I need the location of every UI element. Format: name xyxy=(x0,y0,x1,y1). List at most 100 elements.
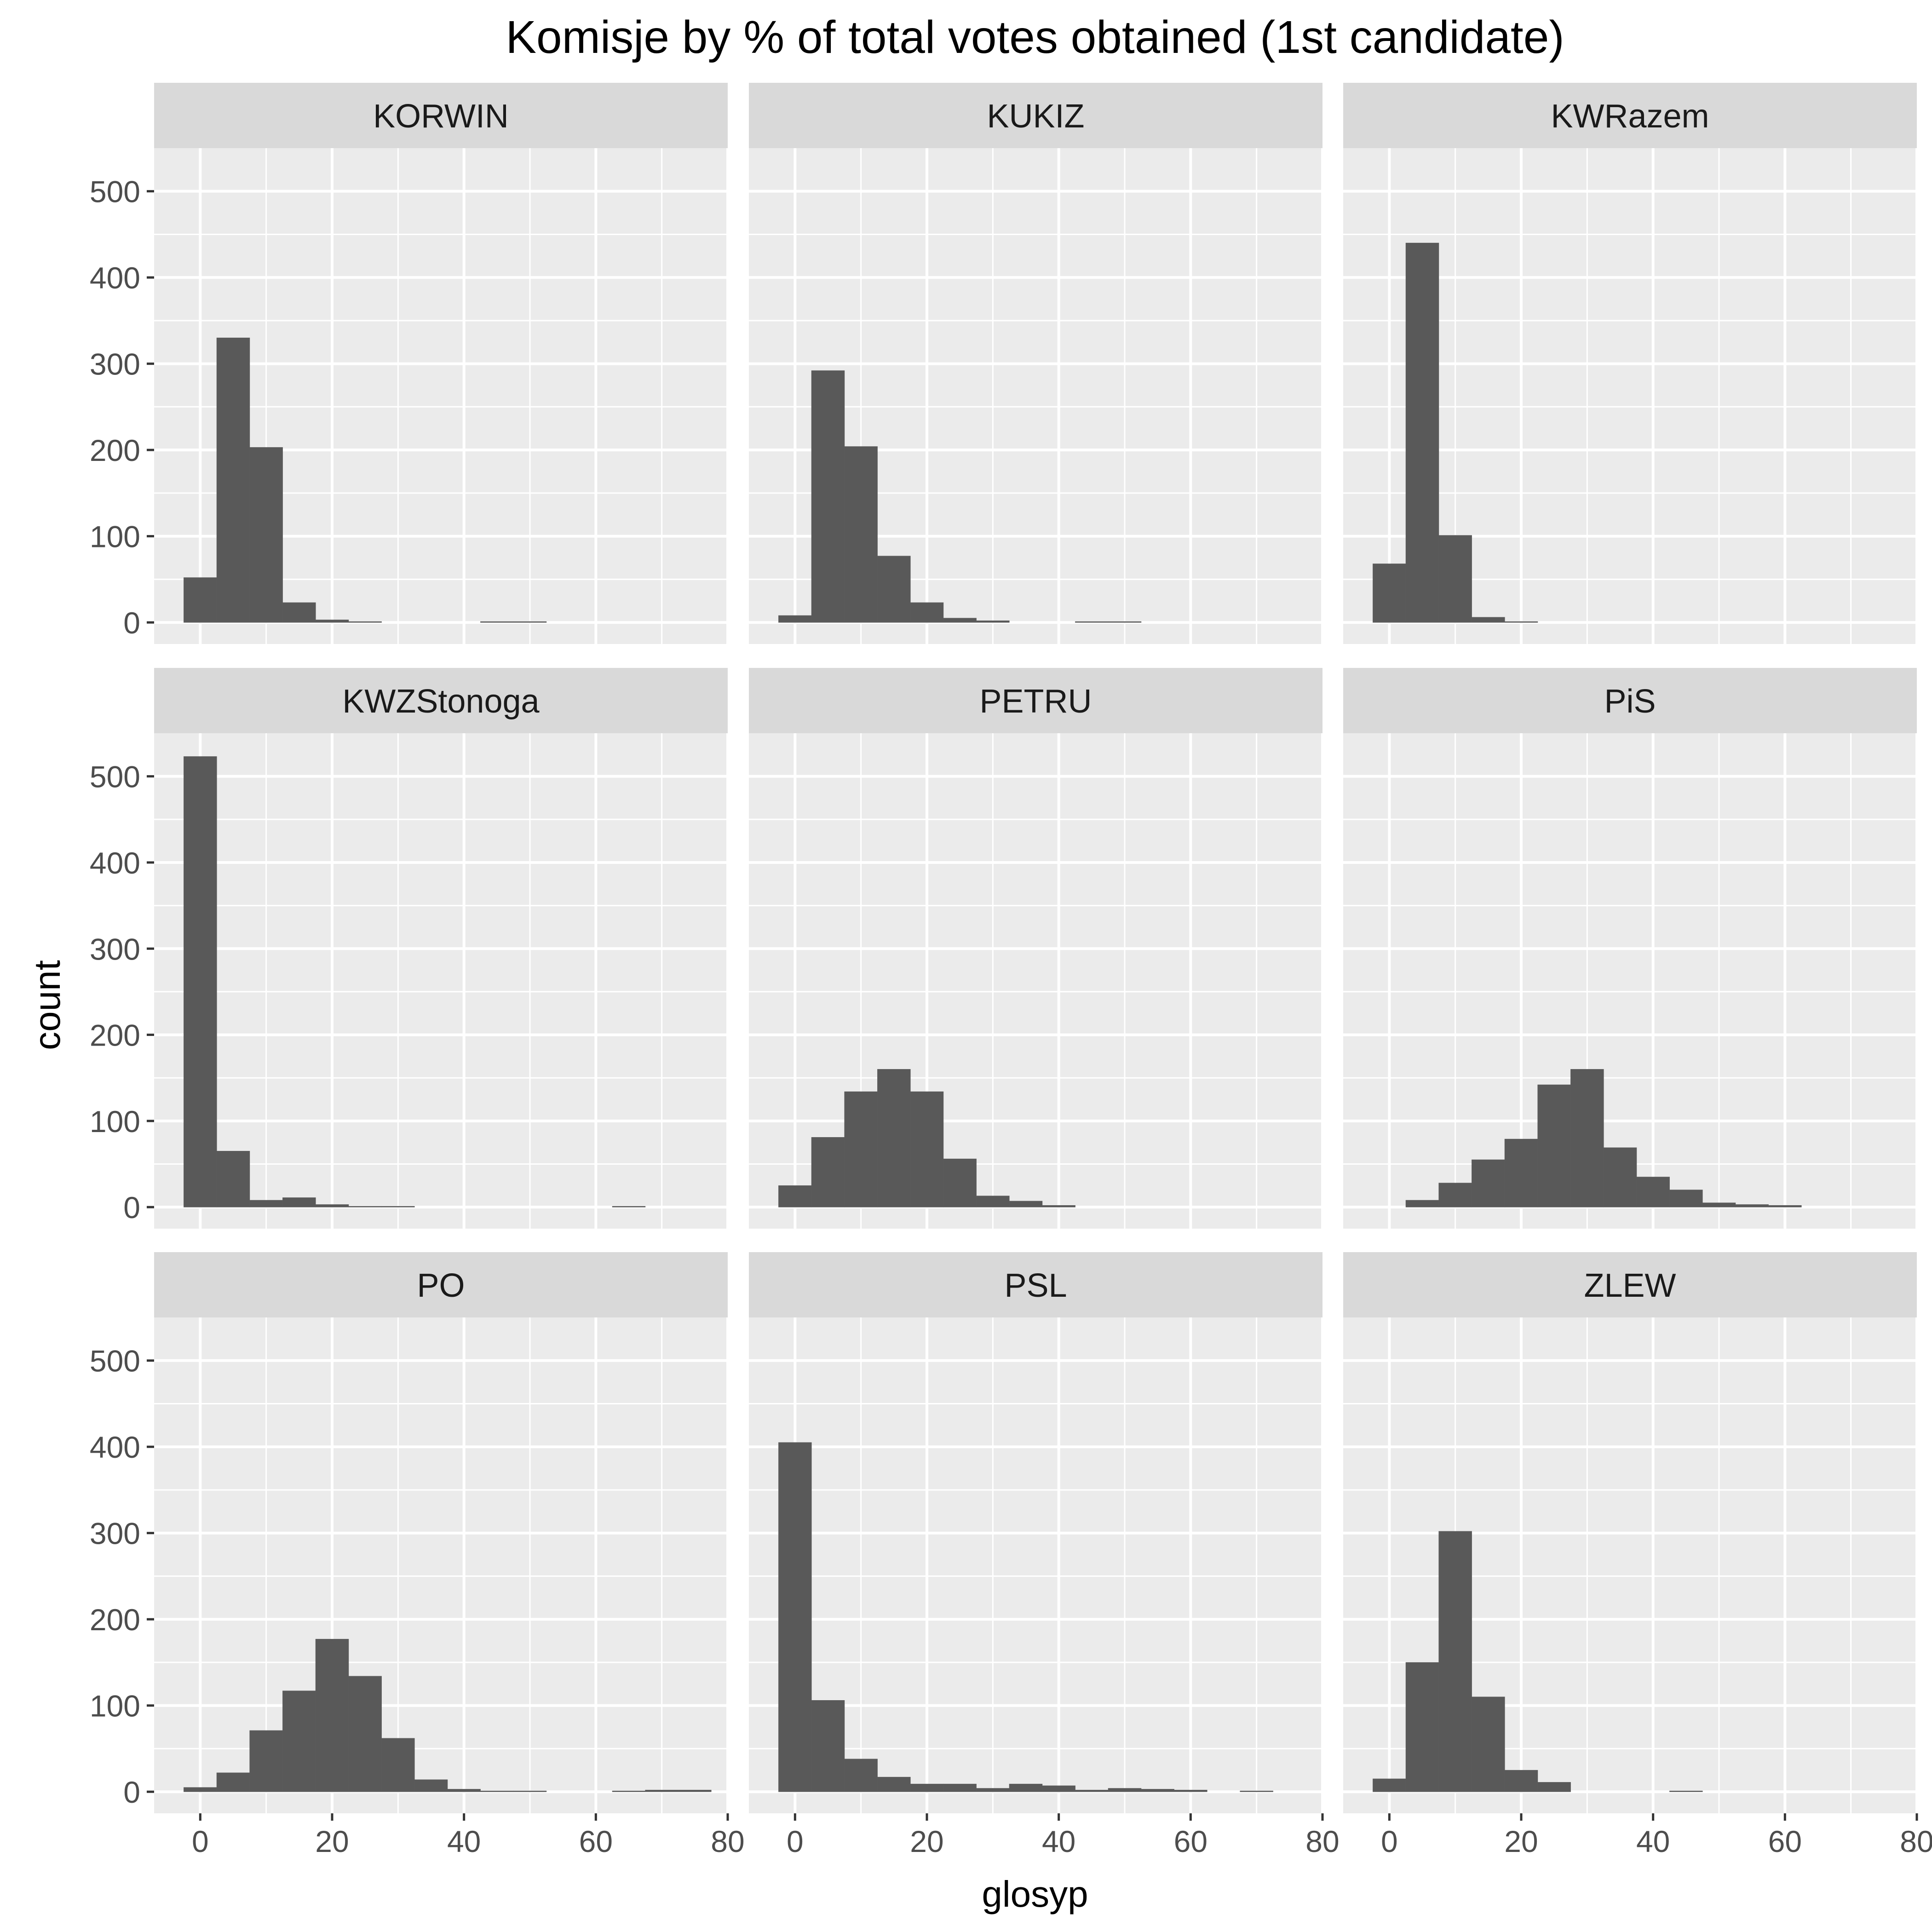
bar xyxy=(976,1196,1010,1208)
strip-label-kukiz: KUKIZ xyxy=(987,98,1084,135)
bar xyxy=(910,1783,944,1792)
y-tick-label: 0 xyxy=(123,1190,140,1225)
bar xyxy=(1405,242,1439,623)
strip-label-kwrazem: KWRazem xyxy=(1551,98,1709,135)
bar xyxy=(1075,621,1109,623)
y-tick-label: 200 xyxy=(90,1603,140,1637)
bar xyxy=(447,1789,481,1792)
bar xyxy=(1702,1202,1736,1208)
bar xyxy=(315,620,349,623)
strip-petru xyxy=(749,668,1322,733)
bar xyxy=(1373,564,1406,623)
bar xyxy=(877,556,911,623)
strip-label-po: PO xyxy=(417,1267,465,1304)
bar xyxy=(1537,1084,1571,1208)
x-tick-label: 80 xyxy=(711,1824,744,1858)
bar xyxy=(1075,1789,1109,1792)
bar xyxy=(1042,1205,1075,1208)
bar xyxy=(1438,1531,1472,1792)
facet-kukiz: KUKIZ xyxy=(749,83,1324,644)
bar xyxy=(282,602,316,623)
facet-kwzstonoga: KWZStonoga 0 100 200 300 400 500 xyxy=(90,668,729,1229)
bar xyxy=(1636,1177,1670,1208)
bar xyxy=(778,615,812,623)
bar xyxy=(381,1738,415,1792)
bar xyxy=(216,338,250,623)
bar xyxy=(1438,535,1472,623)
bar xyxy=(1108,1788,1142,1792)
bar xyxy=(1405,1662,1439,1792)
bar xyxy=(1603,1147,1637,1208)
strip-pis xyxy=(1343,668,1917,733)
y-tick-label: 500 xyxy=(90,1344,140,1378)
x-tick-label: 40 xyxy=(447,1824,481,1858)
strip-label-pis: PiS xyxy=(1604,683,1656,720)
x-tick-label: 40 xyxy=(1636,1824,1670,1858)
facet-psl: PSL 0 20 40 60 80 xyxy=(749,1252,1340,1858)
x-tick-label: 60 xyxy=(1768,1824,1802,1858)
y-tick-label: 300 xyxy=(90,347,140,381)
bar xyxy=(513,1790,547,1792)
y-tick-label: 100 xyxy=(90,1104,140,1138)
bar xyxy=(943,1158,977,1208)
x-tick-label: 0 xyxy=(192,1824,209,1858)
strip-korwin xyxy=(154,83,728,148)
bar xyxy=(315,1204,349,1208)
bar xyxy=(216,1772,250,1792)
facet-po: PO 0 100 200 300 400 500 0 20 40 60 80 xyxy=(90,1252,745,1858)
bar xyxy=(1405,1200,1439,1208)
bar xyxy=(1768,1205,1802,1208)
panel-background-po xyxy=(154,1317,728,1813)
strip-kwzstonoga xyxy=(154,668,728,733)
bar xyxy=(1009,1201,1043,1208)
strip-zlew xyxy=(1343,1252,1917,1317)
x-tick-label: 20 xyxy=(1504,1824,1538,1858)
bar xyxy=(1174,1789,1208,1792)
facet-pis: PiS xyxy=(1343,668,1918,1229)
bar xyxy=(645,1789,678,1792)
x-tick-label: 40 xyxy=(1042,1824,1075,1858)
bar xyxy=(877,1777,911,1792)
bar xyxy=(678,1789,712,1792)
bar xyxy=(1472,617,1505,623)
y-axis-title: count xyxy=(27,960,68,1050)
bar xyxy=(1009,1783,1043,1792)
bar xyxy=(976,1788,1010,1792)
chart-title: Komisje by % of total votes obtained (1s… xyxy=(506,12,1564,63)
bar xyxy=(348,1676,382,1792)
bar xyxy=(910,1091,944,1208)
bar xyxy=(348,1206,382,1208)
bar xyxy=(1504,1770,1538,1792)
bar xyxy=(1504,621,1538,623)
strip-label-zlew: ZLEW xyxy=(1584,1267,1676,1304)
bar xyxy=(282,1197,316,1208)
strip-label-petru: PETRU xyxy=(979,683,1092,720)
x-tick-label: 0 xyxy=(787,1824,804,1858)
x-axis-title: glosyp xyxy=(982,1874,1088,1915)
bar xyxy=(249,447,283,623)
strip-label-kwzstonoga: KWZStonoga xyxy=(342,683,540,720)
bar xyxy=(1504,1138,1538,1208)
facet-kwrazem: KWRazem xyxy=(1343,83,1918,644)
y-tick-label: 300 xyxy=(90,1517,140,1551)
strip-po xyxy=(154,1252,728,1317)
x-tick-label: 80 xyxy=(1900,1824,1932,1858)
bar xyxy=(282,1690,316,1792)
y-tick-label: 100 xyxy=(90,520,140,554)
facet-korwin: KORWIN 0 100 200 300 400 500 xyxy=(90,83,729,644)
bar xyxy=(184,577,217,623)
strip-label-korwin: KORWIN xyxy=(373,98,509,135)
bar xyxy=(184,756,217,1208)
bar xyxy=(811,370,845,623)
y-tick-label: 400 xyxy=(90,261,140,295)
x-tick-label: 20 xyxy=(910,1824,943,1858)
y-tick-label: 0 xyxy=(123,1775,140,1809)
bar xyxy=(910,602,944,623)
bar xyxy=(381,1206,415,1208)
facet-zlew: ZLEW 0 20 40 60 80 xyxy=(1343,1252,1932,1858)
bar xyxy=(513,621,547,623)
bar xyxy=(943,1783,977,1792)
panel-background-pis xyxy=(1343,733,1917,1229)
